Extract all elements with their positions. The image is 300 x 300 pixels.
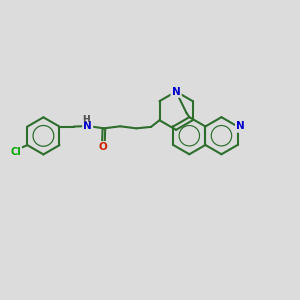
- Text: N: N: [236, 122, 245, 131]
- Text: N: N: [172, 87, 181, 97]
- Text: Cl: Cl: [10, 147, 21, 157]
- Text: N: N: [172, 87, 181, 97]
- Text: N: N: [83, 121, 92, 131]
- Text: H: H: [82, 115, 90, 124]
- Text: Cl: Cl: [10, 147, 21, 157]
- Text: N: N: [236, 122, 245, 131]
- Text: H: H: [82, 115, 90, 124]
- Text: N: N: [83, 121, 92, 131]
- Text: O: O: [99, 142, 108, 152]
- Text: O: O: [99, 142, 108, 152]
